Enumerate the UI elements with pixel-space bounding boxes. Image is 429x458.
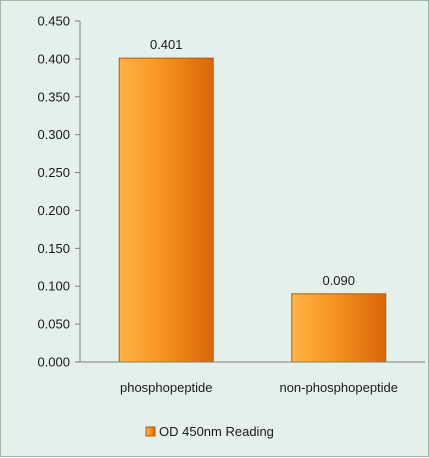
y-tick-label: 0.050 xyxy=(37,317,70,332)
y-tick-label: 0.250 xyxy=(37,165,70,180)
legend-label: OD 450nm Reading xyxy=(159,424,274,439)
y-tick-label: 0.350 xyxy=(37,89,70,104)
bars: 0.401 0.090 xyxy=(118,37,387,363)
bar-non-phosphopeptide xyxy=(291,293,387,363)
data-label: 0.090 xyxy=(322,273,355,288)
y-tick-label: 0.400 xyxy=(37,51,70,66)
y-tick-label: 0.300 xyxy=(37,127,70,142)
y-tick-label: 0.200 xyxy=(37,203,70,218)
x-tick-label: non-phosphopeptide xyxy=(279,380,398,395)
y-tick-label: 0.150 xyxy=(37,241,70,256)
y-tick-label: 0.000 xyxy=(37,355,70,370)
data-label: 0.401 xyxy=(150,37,183,52)
legend-swatch xyxy=(145,426,156,437)
legend: OD 450nm Reading xyxy=(145,424,274,439)
bar-phosphopeptide xyxy=(118,57,214,363)
y-tick-label: 0.100 xyxy=(37,279,70,294)
y-tick-label: 0.450 xyxy=(37,14,70,29)
y-axis-ticks: 0.000 0.050 0.100 0.150 0.200 0.250 0.300 0.350… xyxy=(37,14,80,370)
x-axis-ticks: phosphopeptide non-phosphopeptide xyxy=(120,380,398,395)
x-tick-label: phosphopeptide xyxy=(120,380,213,395)
